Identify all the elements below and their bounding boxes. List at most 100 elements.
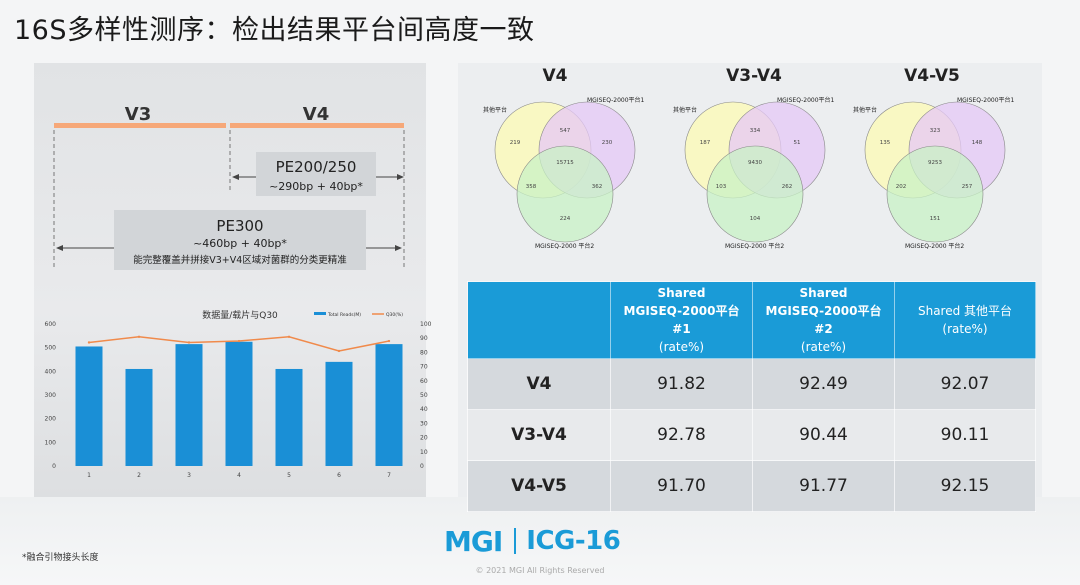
pe300-sub: ~460bp + 40bp* xyxy=(193,237,287,250)
region-bar-v3 xyxy=(54,123,226,128)
venn-title-v3v4: V3-V4 xyxy=(726,66,782,86)
pe300-arrowhead-right xyxy=(395,245,402,251)
table-header-other: Shared 其他平台 (rate%) xyxy=(894,281,1036,359)
bottom-band xyxy=(0,497,1080,585)
slide-title: 16S多样性测序：检出结果平台间高度一致 xyxy=(14,15,535,46)
venn-ac: 358 xyxy=(526,184,537,190)
venn-label-c: MGISEQ-2000 平台2 xyxy=(535,242,594,250)
region-label-v4: V4 xyxy=(303,104,329,125)
y-right-tick-label: 50 xyxy=(420,392,428,399)
legend-label-bars: Total Reads(M) xyxy=(327,312,361,318)
region-label-v3: V3 xyxy=(125,104,151,125)
shared-rate-table: Shared MGISEQ-2000平台#1 (rate%) Shared MG… xyxy=(467,281,1036,512)
bar xyxy=(375,344,403,466)
venn-circle-c xyxy=(886,145,984,243)
bar xyxy=(75,346,103,466)
y-left-tick-label: 500 xyxy=(45,345,57,352)
mgi-icg16-logo: MGI ICG-16 xyxy=(444,524,621,558)
pe200-title: PE200/250 xyxy=(276,158,357,176)
venn-diagram-v4v5: 其他平台 MGISEQ-2000平台1 MGISEQ-2000 平台2 135 … xyxy=(853,96,1015,250)
cell-mgi1: 91.82 xyxy=(610,358,753,410)
header-line1: Shared xyxy=(657,286,706,300)
venn-label-c: MGISEQ-2000 平台2 xyxy=(905,242,964,250)
chart-title: 数据量/载片与Q30 xyxy=(202,309,278,321)
venn-a-only: 219 xyxy=(510,140,521,146)
y-left-tick-label: 300 xyxy=(45,392,57,399)
table-header-row: Shared MGISEQ-2000平台#1 (rate%) Shared MG… xyxy=(467,281,1036,359)
venn-abc: 15715 xyxy=(556,160,574,166)
pe300-note: 能完整覆盖并拼接V3+V4区域对菌群的分类更精准 xyxy=(133,254,347,266)
y-right-tick-label: 90 xyxy=(420,335,428,342)
cell-other: 92.15 xyxy=(894,460,1036,512)
bar xyxy=(275,368,303,466)
copyright: © 2021 MGI All Rights Reserved xyxy=(475,566,605,575)
y-right-tick-label: 0 xyxy=(420,463,424,470)
table-row: V4-V5 91.70 91.77 92.15 xyxy=(467,460,1036,512)
venn-bc: 257 xyxy=(962,184,973,190)
logo-mgi-text: MGI xyxy=(444,524,503,558)
x-tick-label: 1 xyxy=(87,472,91,479)
venn-b-only: 230 xyxy=(602,140,613,146)
row-label: V3-V4 xyxy=(467,409,611,461)
region-bar-v4 xyxy=(230,123,404,128)
y-left-tick-label: 400 xyxy=(45,368,57,375)
venn-c-only: 151 xyxy=(930,216,941,222)
pe200-sub: ~290bp + 40bp* xyxy=(269,180,363,193)
venn-label-b: MGISEQ-2000平台1 xyxy=(587,96,645,104)
y-right-tick-label: 80 xyxy=(420,349,428,356)
pe200-arrowhead-left xyxy=(232,174,239,180)
legend-swatch-bars xyxy=(314,312,326,315)
venn-abc: 9253 xyxy=(928,160,942,166)
venn-label-a: 其他平台 xyxy=(483,106,507,114)
venn-ac: 202 xyxy=(896,184,907,190)
x-tick-label: 7 xyxy=(387,472,391,479)
x-tick-label: 3 xyxy=(187,472,191,479)
venn-label-b: MGISEQ-2000平台1 xyxy=(777,96,835,104)
pe200-box xyxy=(256,152,376,196)
venn-circle-c xyxy=(706,145,804,243)
venn-label-b: MGISEQ-2000平台1 xyxy=(957,96,1015,104)
pe300-box xyxy=(114,210,366,270)
region-diagram: V3 V4 PE200/250 ~290bp + 40bp* PE300 ~46… xyxy=(53,104,405,270)
table-row: V3-V4 92.78 90.44 90.11 xyxy=(467,409,1036,461)
row-label: V4 xyxy=(467,358,611,410)
venn-label-a: 其他平台 xyxy=(673,106,697,114)
bar xyxy=(325,361,353,466)
venn-c-only: 224 xyxy=(560,216,571,222)
venn-ac: 103 xyxy=(716,184,727,190)
y-left-tick-label: 0 xyxy=(52,463,56,470)
venn-a-only: 135 xyxy=(880,140,891,146)
y-right-tick-label: 70 xyxy=(420,364,428,371)
cell-mgi1: 91.70 xyxy=(610,460,753,512)
header-line2: MGISEQ-2000平台#2 xyxy=(765,304,882,336)
venn-ab: 547 xyxy=(560,128,571,134)
y-left-tick-label: 600 xyxy=(45,321,57,328)
cell-other: 90.11 xyxy=(894,409,1036,461)
table-row: V4 91.82 92.49 92.07 xyxy=(467,358,1036,410)
venn-ab: 323 xyxy=(930,128,941,134)
y-right-tick-label: 100 xyxy=(420,321,432,328)
header-line3: (rate%) xyxy=(800,340,847,354)
legend-label-line: Q30(%) xyxy=(386,312,403,318)
q30-point xyxy=(137,335,141,338)
venn-bc: 362 xyxy=(592,184,603,190)
venn-diagram-v3v4: 其他平台 MGISEQ-2000平台1 MGISEQ-2000 平台2 187 … xyxy=(673,96,835,250)
table-header-mgi2: Shared MGISEQ-2000平台#2 (rate%) xyxy=(752,281,895,359)
y-right-tick-label: 40 xyxy=(420,406,428,413)
y-left-tick-label: 200 xyxy=(45,416,57,423)
venn-title-v4: V4 xyxy=(542,66,568,86)
pe200-arrowhead-right xyxy=(397,174,404,180)
bar xyxy=(125,368,153,466)
venn-label-a: 其他平台 xyxy=(853,106,877,114)
x-tick-label: 2 xyxy=(137,472,141,479)
venn-c-only: 104 xyxy=(750,216,761,222)
table-header-mgi1: Shared MGISEQ-2000平台#1 (rate%) xyxy=(610,281,753,359)
y-right-tick-label: 20 xyxy=(420,435,428,442)
reads-q30-chart: 数据量/载片与Q30 Total Reads(M) Q30(%) 0100200… xyxy=(45,309,432,479)
y-right-tick-label: 60 xyxy=(420,378,428,385)
q30-point xyxy=(287,335,291,338)
header-line1: Shared 其他平台 xyxy=(917,304,1013,318)
chart-legend: Total Reads(M) Q30(%) xyxy=(314,312,403,318)
pe300-title: PE300 xyxy=(216,217,263,235)
venn-abc: 9430 xyxy=(748,160,762,166)
